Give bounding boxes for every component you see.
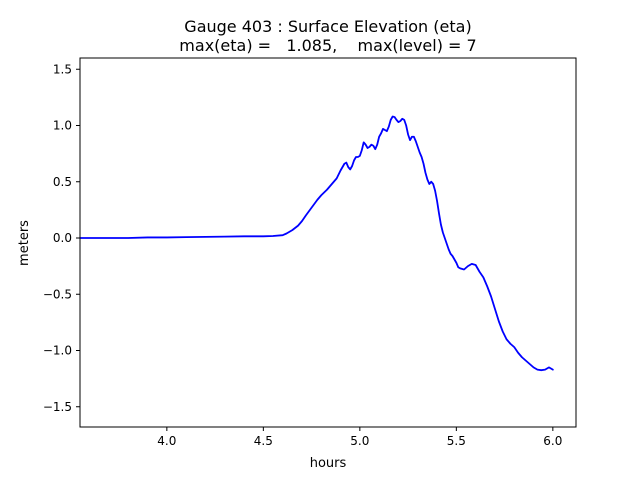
x-axis: 4.0 4.5 5.0 5.5 6.0	[157, 427, 562, 448]
y-tick-label: 0.0	[53, 231, 72, 245]
plot-background	[80, 58, 576, 427]
y-tick-label: −1.5	[43, 400, 72, 414]
plot-area: 4.0 4.5 5.0 5.5 6.0 −1.5 −1.0 −0.5 0.0 0.5 1.0 1.5	[43, 57, 577, 448]
y-tick-label: 1.5	[53, 62, 72, 76]
chart-title-line1: Gauge 403 : Surface Elevation (eta)	[184, 17, 471, 36]
x-tick-label: 4.0	[157, 434, 176, 448]
y-axis: −1.5 −1.0 −0.5 0.0 0.5 1.0 1.5	[43, 62, 80, 414]
series-line-eta	[79, 115, 554, 372]
y-axis-label: meters	[17, 220, 32, 266]
x-axis-label: hours	[310, 456, 347, 471]
x-tick-label: 5.0	[350, 434, 369, 448]
y-tick-label: 0.5	[53, 175, 72, 189]
x-tick-label: 6.0	[543, 434, 562, 448]
axes-frame	[79, 57, 577, 428]
y-tick-label: −0.5	[43, 287, 72, 301]
series-layer	[79, 115, 554, 372]
chart-title-line2: max(eta) = 1.085, max(level) = 7	[179, 36, 476, 55]
y-tick-label: 1.0	[53, 119, 72, 133]
x-tick-label: 4.5	[254, 434, 273, 448]
x-tick-label: 5.5	[447, 434, 466, 448]
y-tick-label: −1.0	[43, 344, 72, 358]
